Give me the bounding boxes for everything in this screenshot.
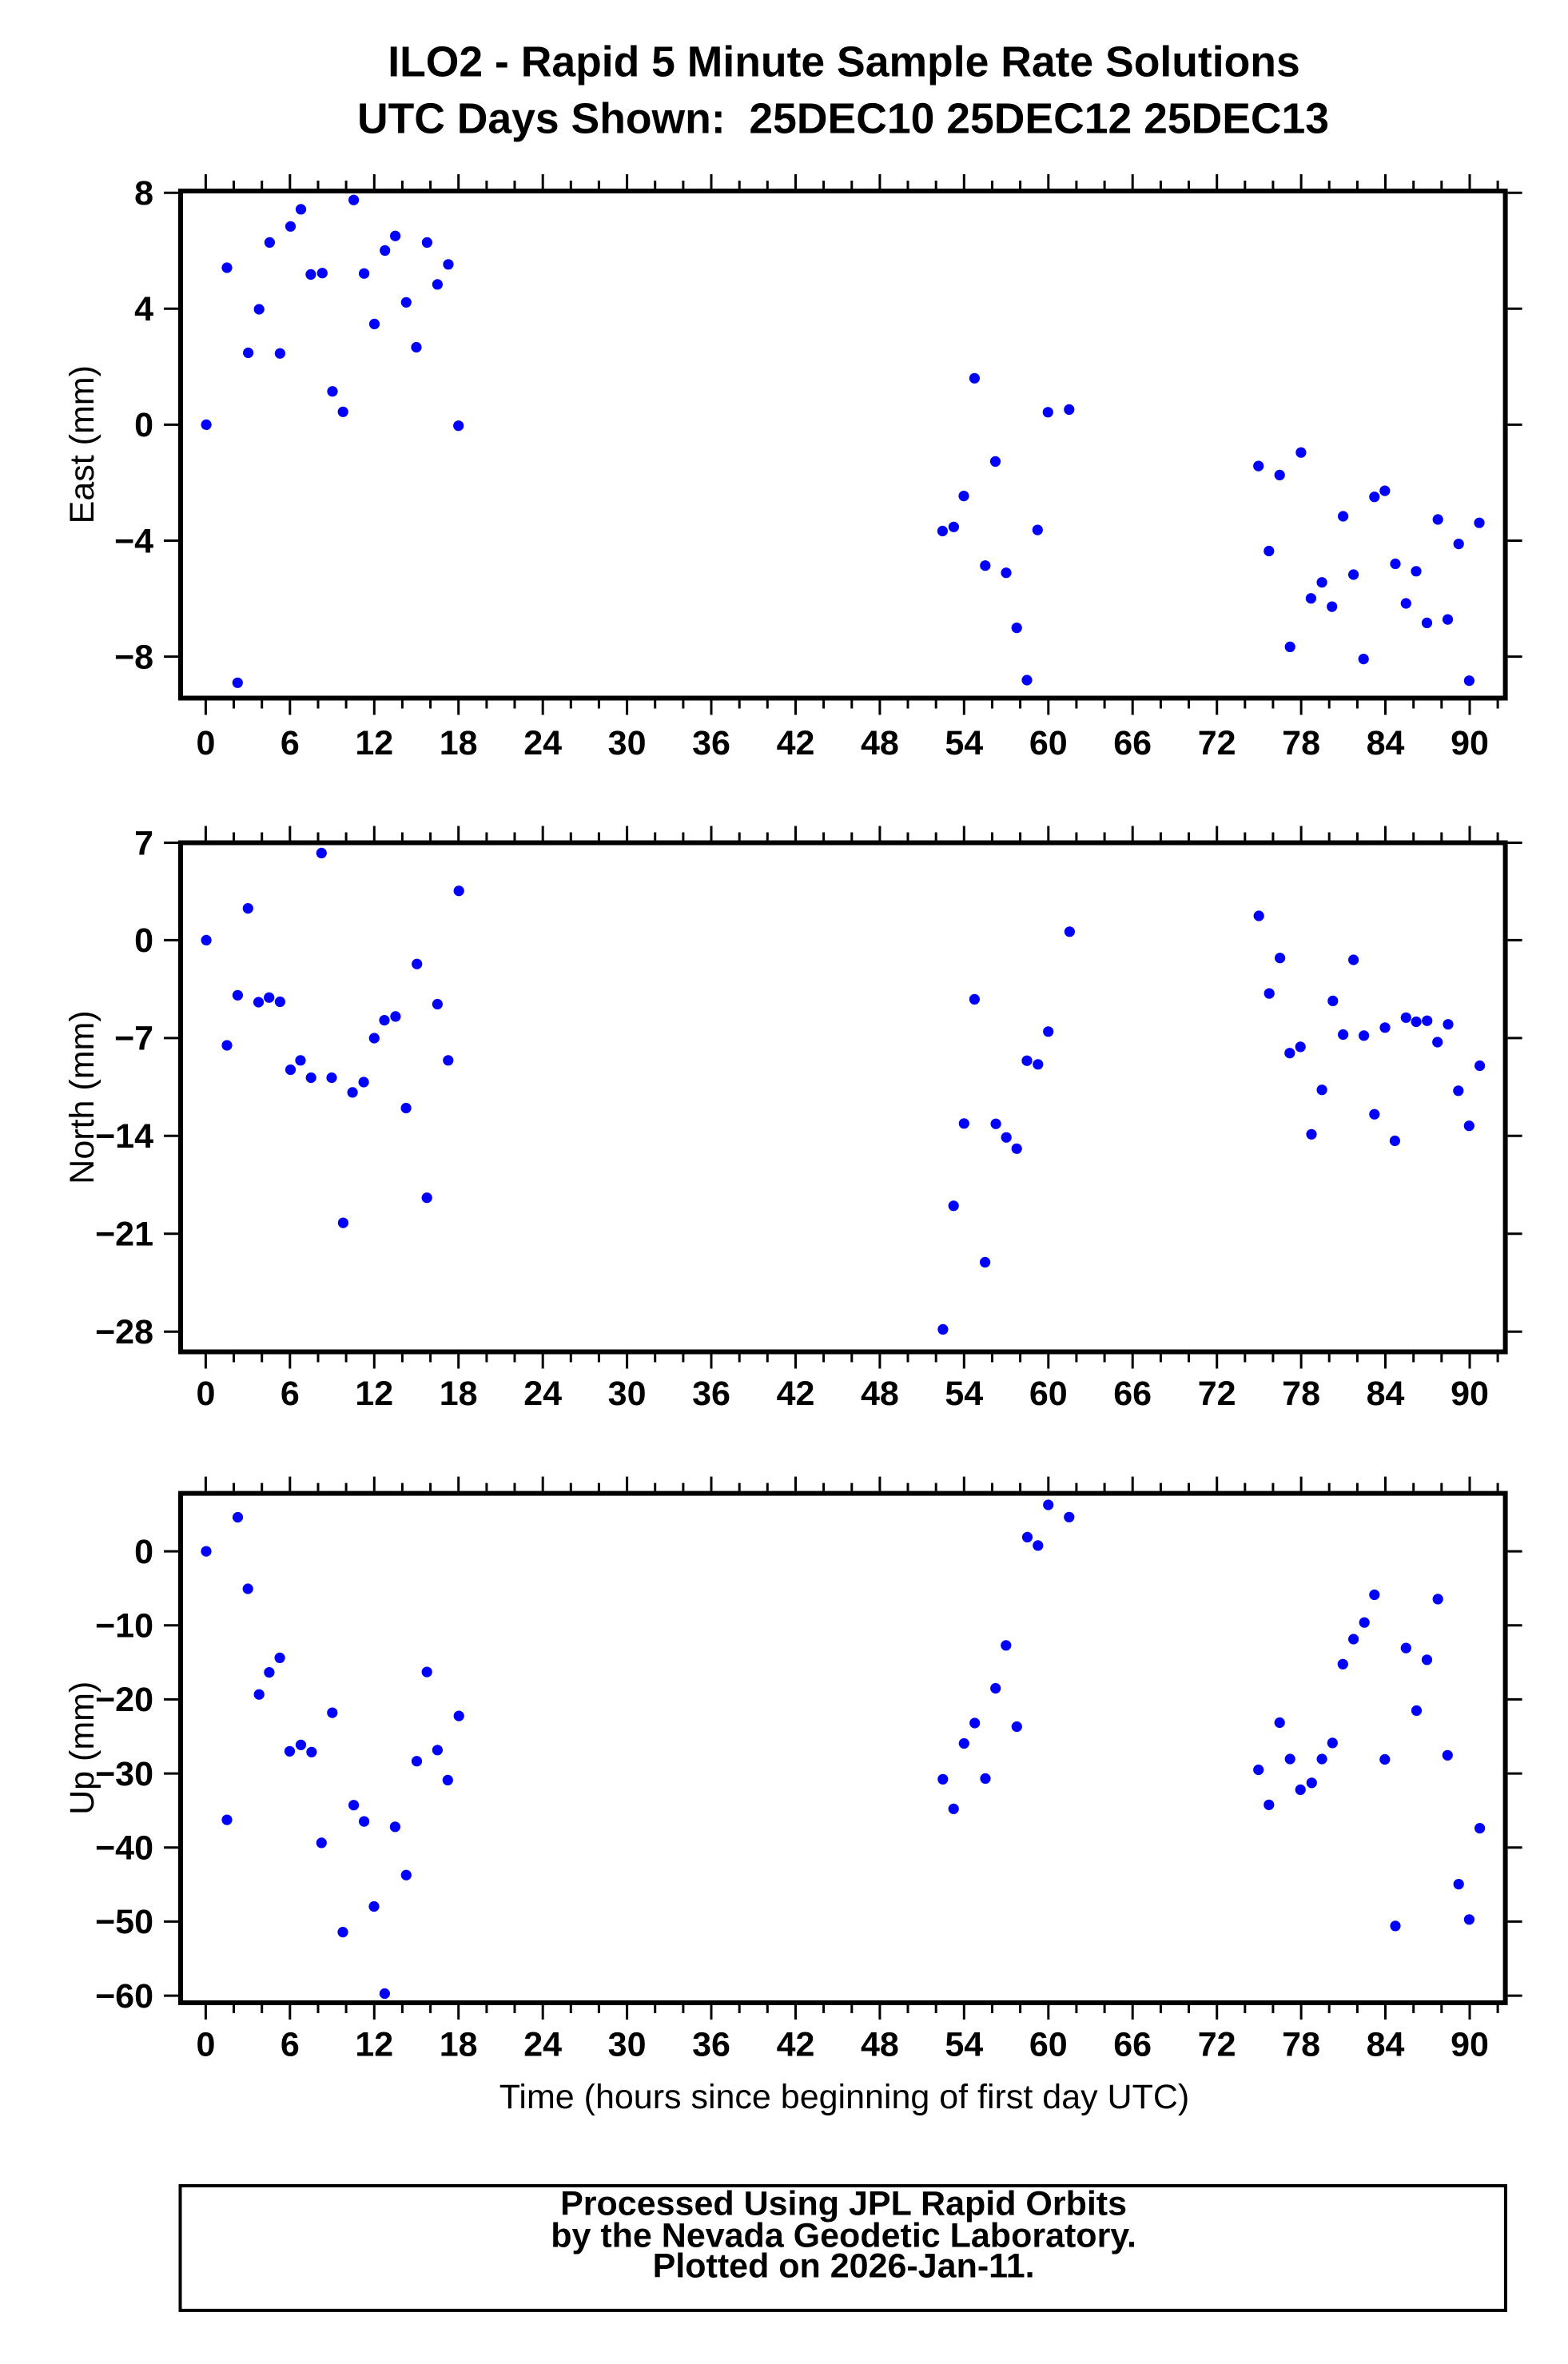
svg-text:6: 6	[281, 2025, 300, 2064]
svg-text:18: 18	[440, 1375, 478, 1413]
svg-text:0: 0	[134, 1533, 153, 1571]
svg-text:−8: −8	[114, 638, 153, 676]
svg-text:−7: −7	[114, 1020, 153, 1058]
svg-text:60: 60	[1029, 2025, 1068, 2064]
svg-text:42: 42	[777, 724, 815, 762]
svg-text:Plotted on 2026-Jan-11.: Plotted on 2026-Jan-11.	[653, 2247, 1035, 2286]
svg-text:78: 78	[1282, 2025, 1320, 2064]
svg-text:36: 36	[692, 724, 730, 762]
svg-text:90: 90	[1451, 2025, 1489, 2064]
svg-text:6: 6	[281, 1375, 300, 1413]
svg-text:North (mm): North (mm)	[63, 1010, 101, 1184]
svg-text:8: 8	[134, 174, 153, 213]
svg-text:12: 12	[355, 1375, 393, 1413]
svg-text:36: 36	[692, 2025, 730, 2064]
svg-text:72: 72	[1198, 1375, 1236, 1413]
svg-text:7: 7	[134, 824, 153, 862]
svg-text:72: 72	[1198, 724, 1236, 762]
svg-text:−14: −14	[95, 1117, 153, 1156]
svg-text:48: 48	[861, 724, 899, 762]
svg-text:90: 90	[1451, 724, 1489, 762]
svg-text:84: 84	[1367, 724, 1405, 762]
svg-text:UTC Days Shown: 25DEC10 25DEC: UTC Days Shown: 25DEC10 25DEC12 25DEC13	[357, 96, 1329, 143]
svg-text:Up (mm): Up (mm)	[63, 1681, 101, 1815]
svg-text:30: 30	[608, 2025, 647, 2064]
svg-text:by the Nevada Geodetic Laborat: by the Nevada Geodetic Laboratory.	[551, 2216, 1136, 2255]
svg-text:18: 18	[440, 2025, 478, 2064]
svg-text:Time (hours since beginning of: Time (hours since beginning of first day…	[499, 2078, 1190, 2116]
svg-text:42: 42	[777, 1375, 815, 1413]
svg-text:0: 0	[196, 2025, 215, 2064]
svg-text:−20: −20	[95, 1681, 153, 1719]
svg-text:66: 66	[1113, 1375, 1152, 1413]
svg-text:4: 4	[134, 290, 153, 328]
svg-text:−10: −10	[95, 1607, 153, 1646]
svg-text:Processed Using JPL Rapid Orbi: Processed Using JPL Rapid Orbits	[560, 2185, 1127, 2223]
svg-text:24: 24	[523, 724, 562, 762]
svg-text:42: 42	[777, 2025, 815, 2064]
svg-text:36: 36	[692, 1375, 730, 1413]
svg-text:54: 54	[945, 2025, 983, 2064]
svg-text:0: 0	[134, 406, 153, 444]
svg-text:84: 84	[1367, 2025, 1405, 2064]
svg-text:84: 84	[1367, 1375, 1405, 1413]
svg-text:ILO2 - Rapid 5 Minute Sample R: ILO2 - Rapid 5 Minute Sample Rate Soluti…	[388, 39, 1299, 86]
svg-text:30: 30	[608, 1375, 647, 1413]
svg-text:−60: −60	[95, 1977, 153, 2016]
svg-text:−21: −21	[95, 1216, 153, 1254]
svg-text:30: 30	[608, 724, 647, 762]
svg-text:12: 12	[355, 724, 393, 762]
svg-text:66: 66	[1113, 724, 1152, 762]
svg-text:78: 78	[1282, 1375, 1320, 1413]
svg-text:24: 24	[523, 1375, 562, 1413]
svg-text:24: 24	[523, 2025, 562, 2064]
svg-text:−40: −40	[95, 1829, 153, 1868]
svg-text:0: 0	[196, 724, 215, 762]
svg-text:−28: −28	[95, 1313, 153, 1351]
svg-text:72: 72	[1198, 2025, 1236, 2064]
svg-text:78: 78	[1282, 724, 1320, 762]
svg-text:12: 12	[355, 2025, 393, 2064]
svg-text:−4: −4	[114, 522, 153, 560]
svg-text:0: 0	[134, 921, 153, 960]
svg-text:−30: −30	[95, 1755, 153, 1793]
svg-text:East (mm): East (mm)	[63, 365, 101, 523]
svg-text:54: 54	[945, 724, 983, 762]
svg-text:−50: −50	[95, 1903, 153, 1941]
svg-text:6: 6	[281, 724, 300, 762]
svg-text:66: 66	[1113, 2025, 1152, 2064]
svg-text:0: 0	[196, 1375, 215, 1413]
svg-text:48: 48	[861, 2025, 899, 2064]
svg-text:60: 60	[1029, 724, 1068, 762]
svg-text:48: 48	[861, 1375, 899, 1413]
svg-text:18: 18	[440, 724, 478, 762]
svg-text:60: 60	[1029, 1375, 1068, 1413]
svg-text:54: 54	[945, 1375, 983, 1413]
svg-text:90: 90	[1451, 1375, 1489, 1413]
